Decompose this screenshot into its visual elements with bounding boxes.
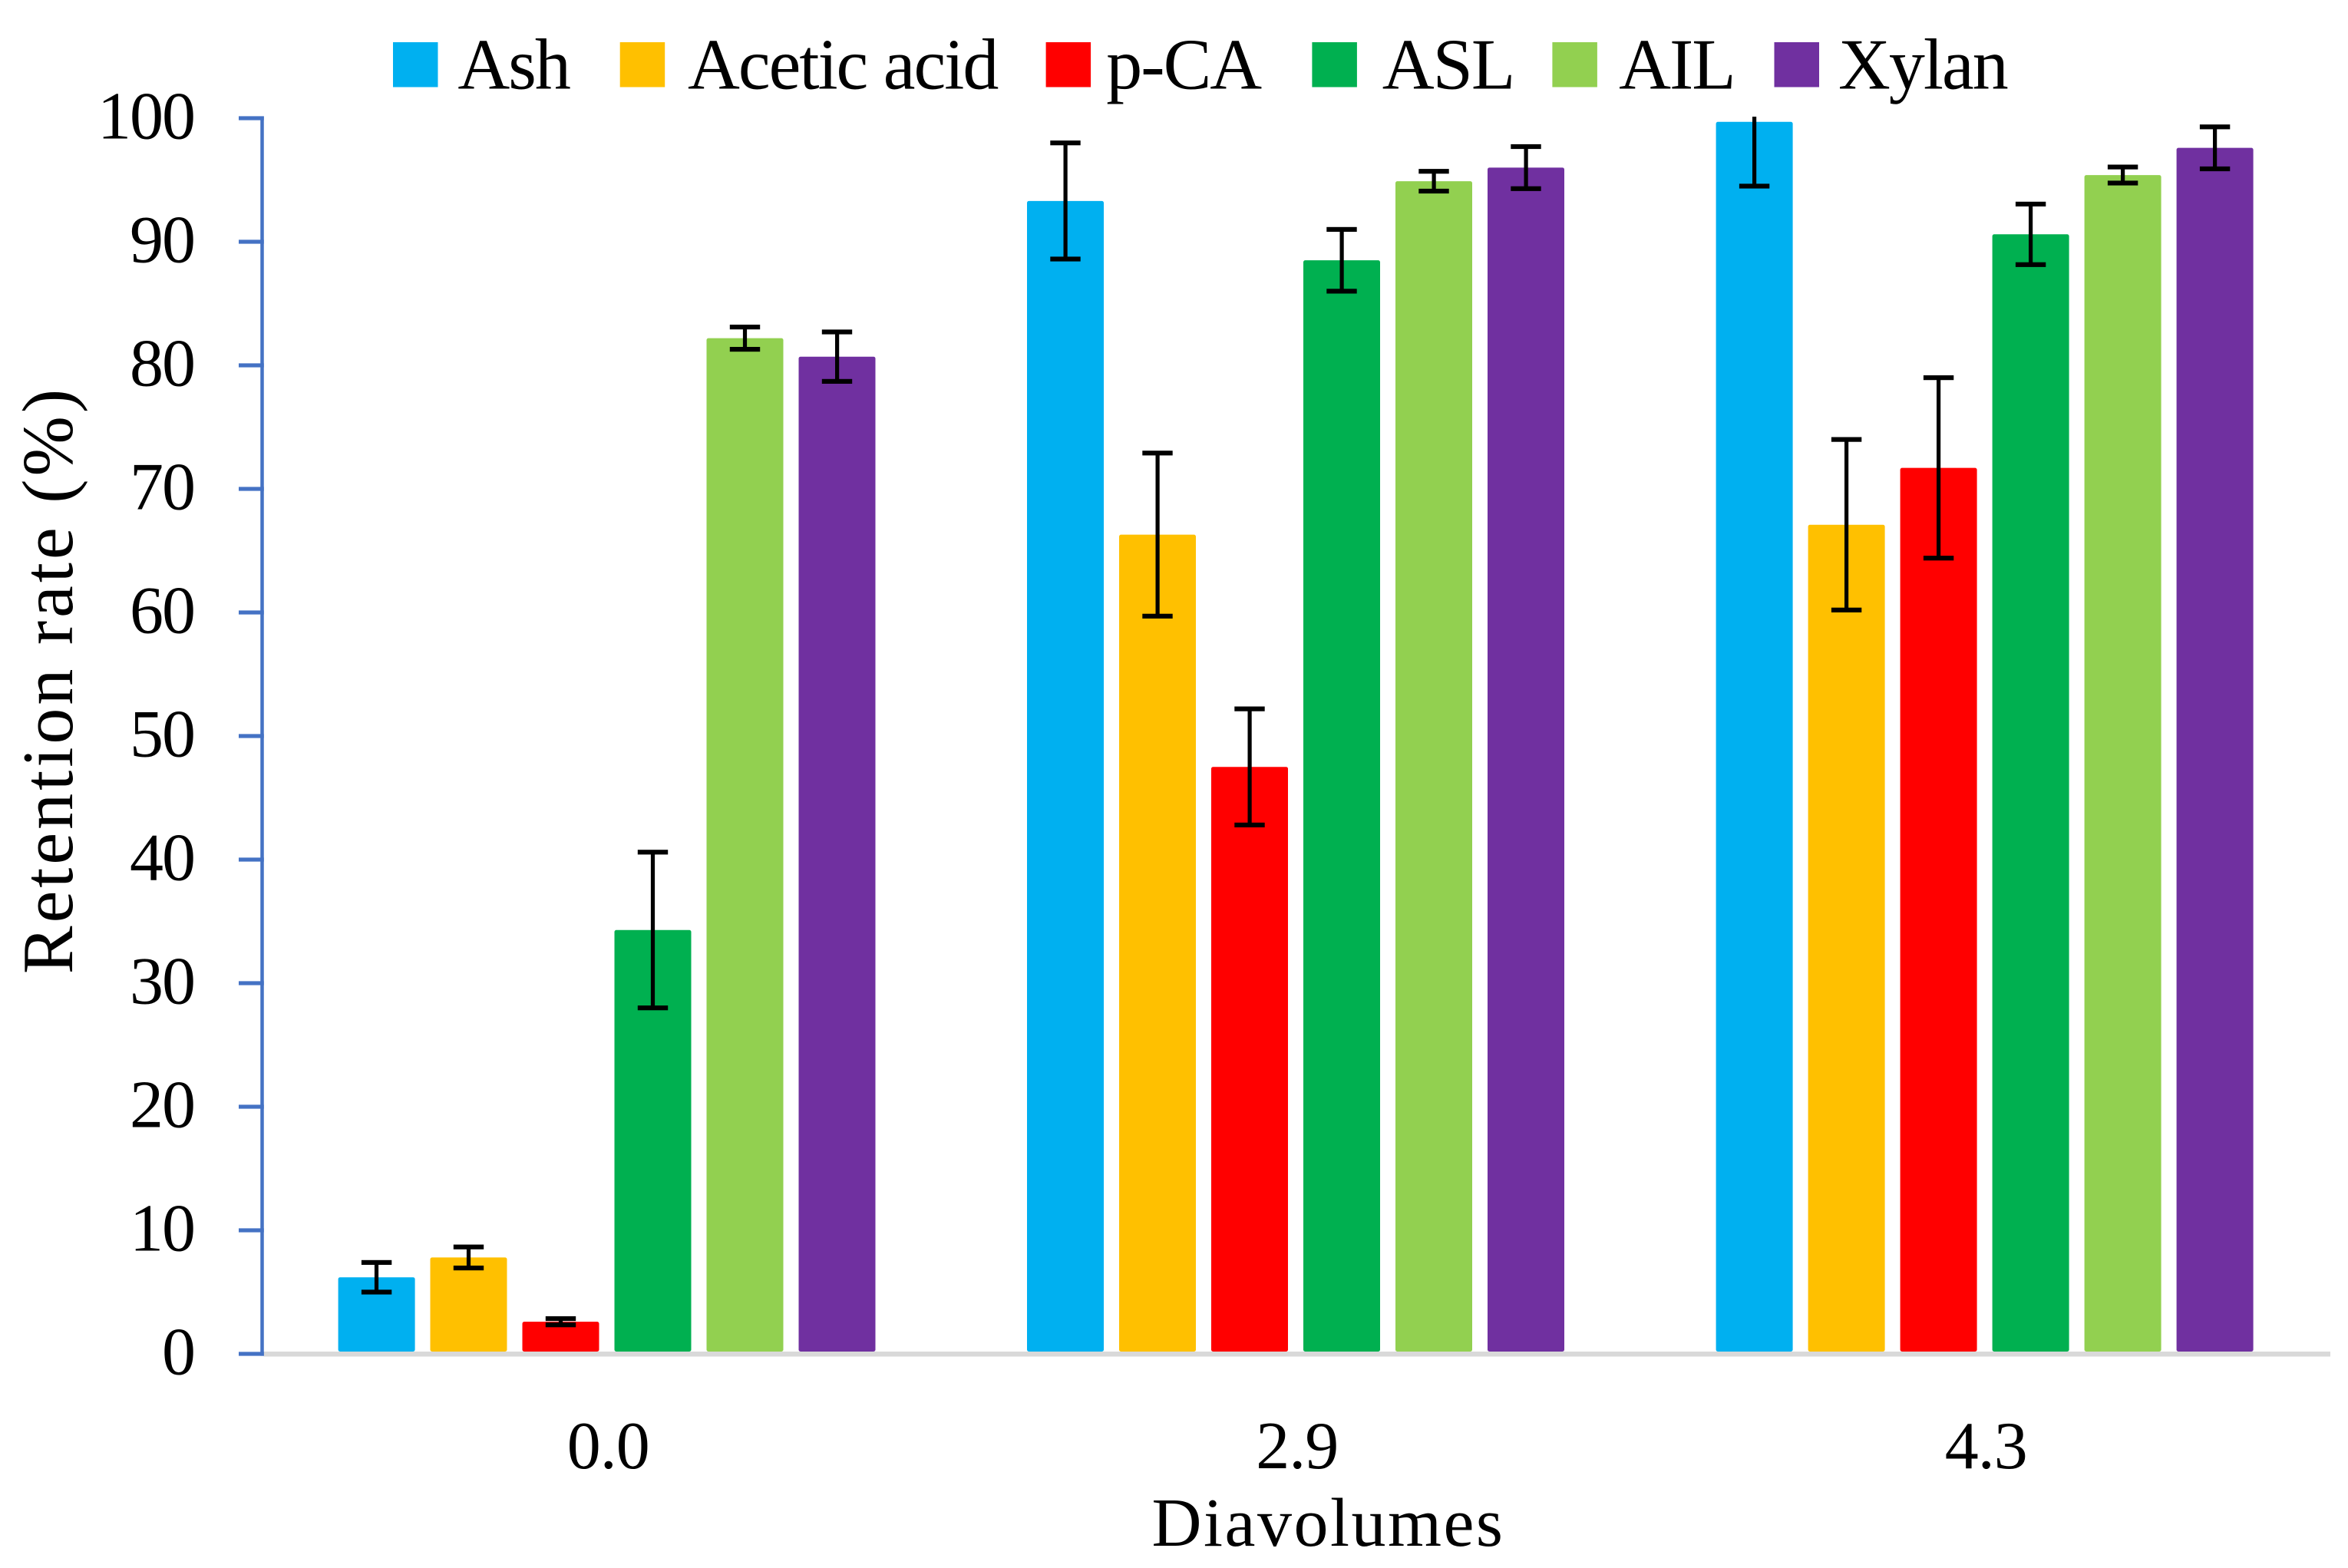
svg-text:50: 50	[130, 698, 194, 772]
svg-text:80: 80	[130, 327, 194, 401]
svg-text:40: 40	[130, 821, 194, 896]
svg-text:p-CA: p-CA	[1106, 25, 1262, 105]
svg-text:AIL: AIL	[1619, 25, 1735, 105]
svg-text:20: 20	[130, 1068, 194, 1143]
svg-text:60: 60	[130, 574, 194, 649]
svg-text:90: 90	[130, 203, 194, 278]
svg-text:2.9: 2.9	[1256, 1409, 1338, 1484]
svg-text:Xylan: Xylan	[1838, 25, 2008, 105]
svg-text:ASL: ASL	[1382, 25, 1514, 105]
svg-text:Diavolumes: Diavolumes	[1152, 1485, 1505, 1561]
svg-text:Acetic acid: Acetic acid	[688, 25, 998, 105]
svg-text:100: 100	[97, 80, 194, 154]
svg-text:Retention rate (%): Retention rate (%)	[8, 386, 88, 974]
svg-text:70: 70	[130, 451, 194, 525]
svg-text:4.3: 4.3	[1945, 1409, 2027, 1484]
svg-text:0.0: 0.0	[567, 1409, 649, 1484]
svg-text:30: 30	[130, 945, 194, 1019]
svg-text:10: 10	[130, 1192, 194, 1266]
svg-text:0: 0	[162, 1315, 194, 1390]
svg-text:Ash: Ash	[457, 25, 570, 105]
